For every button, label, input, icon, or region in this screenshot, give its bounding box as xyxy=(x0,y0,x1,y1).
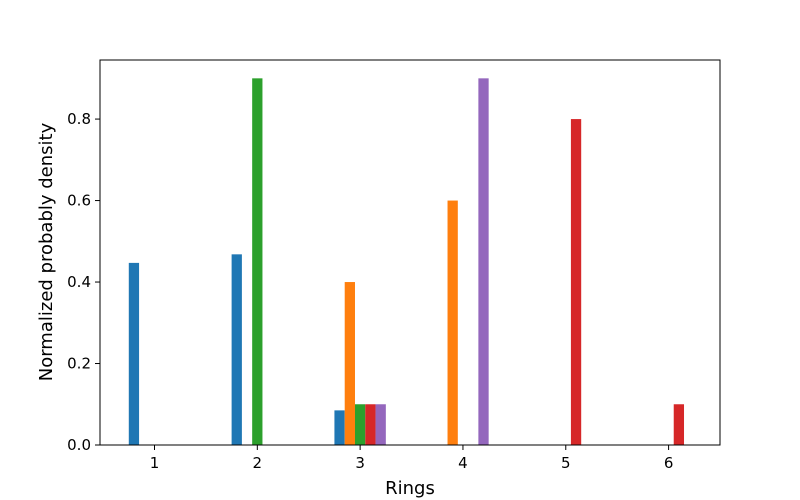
bar-s3-0 xyxy=(365,404,376,445)
x-tick-label: 4 xyxy=(458,454,468,472)
bar-s1-0 xyxy=(344,282,355,445)
bar-s1-1 xyxy=(447,200,458,445)
x-axis-label: Rings xyxy=(385,478,435,499)
bar-s0-2 xyxy=(334,410,345,445)
bar-s0-0 xyxy=(128,262,140,445)
bar-s3-2 xyxy=(673,404,685,445)
y-tick-label: 0.6 xyxy=(67,192,91,210)
bar-s2-1 xyxy=(354,404,366,445)
x-tick-label: 3 xyxy=(355,454,365,472)
x-tick-label: 1 xyxy=(150,454,160,472)
bars-group xyxy=(128,78,685,446)
bar-s4-1 xyxy=(478,78,489,445)
y-tick-label: 0.0 xyxy=(67,436,91,454)
bar-s0-1 xyxy=(231,254,242,445)
y-tick-label: 0.2 xyxy=(67,355,91,373)
x-tick-label: 6 xyxy=(664,454,674,472)
x-axis-ticks: 1 2 3 4 5 6 xyxy=(150,445,674,472)
y-tick-label: 0.4 xyxy=(67,273,91,291)
y-axis-label: Normalized probably density xyxy=(36,122,57,381)
plot-frame xyxy=(99,59,721,446)
x-tick-label: 2 xyxy=(253,454,263,472)
bar-s4-0 xyxy=(375,404,386,445)
bar-s2-0 xyxy=(252,78,263,445)
bar-s3-1 xyxy=(570,119,582,446)
y-axis-ticks: 0.0 0.2 0.4 0.6 0.8 xyxy=(67,110,100,454)
x-tick-label: 5 xyxy=(561,454,571,472)
y-tick-label: 0.8 xyxy=(67,110,91,128)
